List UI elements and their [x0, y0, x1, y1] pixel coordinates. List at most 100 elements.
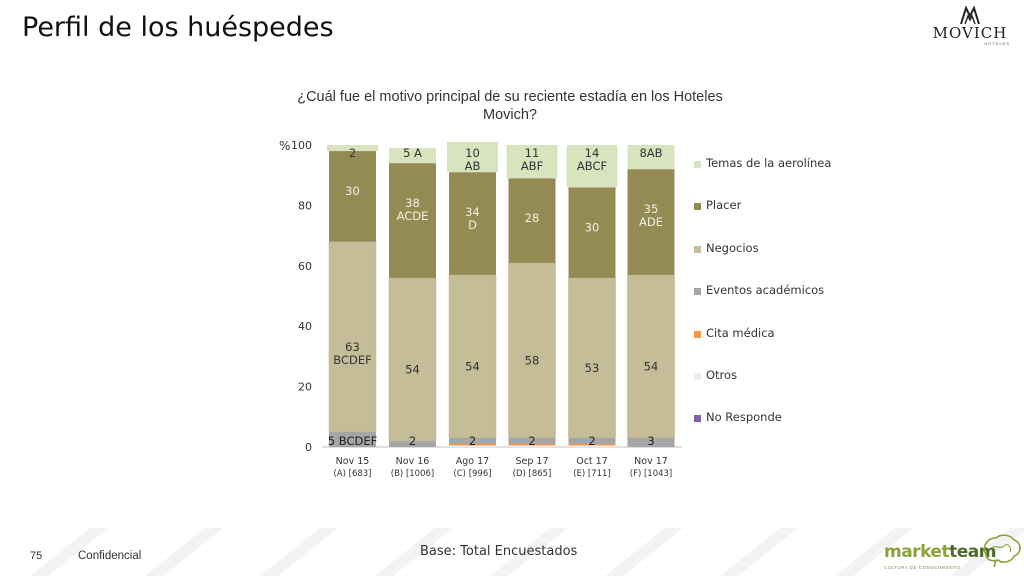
- legend-label: Eventos académicos: [706, 283, 825, 298]
- movich-logo-text: MOVICH: [932, 24, 1008, 42]
- legend-label: Temas de la aerolínea: [706, 156, 832, 170]
- data-labels: 5 BCDEF 63 BCDEF 30 2 2 54 38 ACDE 5 A 2 54 34 D 10 AB 2…: [328, 146, 663, 448]
- data-label-placer-oct-17: 30: [585, 220, 600, 234]
- bar-cita-medica-sep-17: [508, 443, 556, 446]
- bar-temas-de-la-aerolinea-nov-17: [627, 145, 675, 170]
- bar-temas-de-la-aerolinea-sep-17: [506, 145, 558, 179]
- legend-label: Negocios: [706, 240, 759, 255]
- decor-stripe: [260, 528, 338, 576]
- bar-eventos-academicos-nov-15: [329, 431, 376, 447]
- data-label-temas-de-la-aerolinea-nov-17: 8AB: [639, 146, 662, 160]
- bar-eventos-academicos-nov-16: [389, 440, 436, 447]
- decor-stripe: [720, 528, 798, 576]
- data-label-temas-de-la-aerolinea-nov-16: 5 A: [403, 146, 422, 160]
- y-axis-label: %: [279, 139, 290, 153]
- bar-otros-oct-17: [568, 445, 616, 447]
- data-label-temas-de-la-aerolinea-nov-15: 2: [349, 146, 356, 160]
- legend-swatch: [694, 245, 701, 253]
- y-tick-label: 60: [298, 260, 312, 273]
- bar-temas-de-la-aerolinea-nov-16: [389, 148, 436, 164]
- legend-swatch: [694, 288, 701, 296]
- y-tick-label: 0: [305, 441, 312, 454]
- data-label-negocios-nov-16: 54: [405, 362, 420, 376]
- x-tick-label: Nov 16: [396, 456, 430, 467]
- decor-stripe: [375, 528, 453, 576]
- data-label-negocios-ago-17: 54: [465, 359, 480, 373]
- bar-eventos-academicos-nov-17: [627, 437, 675, 447]
- data-label-eventos-academicos-ago-17: 2: [469, 434, 476, 448]
- y-tick-label: 40: [298, 320, 312, 333]
- bar-otros-ago-17: [449, 445, 496, 447]
- bar-negocios-nov-16: [388, 277, 437, 442]
- data-label-temas-de-la-aerolinea-oct-17: 14 ABCF: [577, 146, 607, 173]
- x-tick-sublabel: (B) [1006]: [391, 469, 434, 479]
- bar-cita-medica-ago-17: [449, 443, 496, 446]
- bar-temas-de-la-aerolinea-ago-17: [447, 141, 498, 173]
- data-label-negocios-nov-15: 63 BCDEF: [333, 340, 371, 367]
- x-tick-label: Nov 17: [634, 456, 668, 467]
- decor-stripe: [30, 528, 108, 576]
- x-tick-label: Oct 17: [576, 456, 608, 467]
- data-label-eventos-academicos-nov-15: 5 BCDEF: [328, 434, 377, 448]
- data-label-placer-sep-17: 28: [525, 211, 540, 225]
- movich-logo-mark-icon: [960, 5, 980, 25]
- bar-placer-nov-17: [627, 169, 675, 275]
- confidential-label: Confidencial: [78, 550, 142, 562]
- x-tick-sublabel: (F) [1043]: [630, 469, 673, 479]
- movich-logo: MOVICH HOTELES: [930, 4, 1010, 48]
- y-tick-label: 80: [298, 199, 312, 212]
- marketteam-tagline: CULTURA DE CONOCIMIENTO: [884, 565, 961, 570]
- page-number: 75: [30, 550, 43, 562]
- data-label-temas-de-la-aerolinea-ago-17: 10 AB: [465, 146, 481, 173]
- data-label-placer-nov-17: 35 ADE: [639, 202, 663, 229]
- legend-label: Cita médica: [706, 325, 775, 340]
- data-label-eventos-academicos-nov-17: 3: [647, 434, 654, 448]
- legend-label: No Responde: [706, 410, 782, 425]
- decor-stripe: [145, 528, 223, 576]
- x-tick-sublabel: (E) [711]: [573, 469, 611, 479]
- bar-temas-de-la-aerolinea-oct-17: [566, 145, 618, 188]
- x-tick-sublabel: (C) [996]: [453, 469, 491, 479]
- bar-placer-oct-17: [568, 187, 616, 278]
- bar-temas-de-la-aerolinea-nov-15: [327, 145, 378, 152]
- data-label-eventos-academicos-nov-16: 2: [409, 434, 416, 448]
- x-tick-sublabel: (A) [683]: [333, 469, 371, 479]
- x-tick-label: Ago 17: [456, 456, 489, 467]
- x-tick-label: Nov 15: [336, 456, 370, 467]
- data-label-placer-nov-15: 30: [345, 184, 360, 198]
- legend-swatch: [694, 415, 701, 423]
- decor-stripe: [835, 528, 913, 576]
- bar-negocios-oct-17: [568, 277, 616, 439]
- bar-eventos-academicos-sep-17: [508, 437, 556, 444]
- x-tick-sublabel: (D) [865]: [513, 469, 552, 479]
- data-label-temas-de-la-aerolinea-sep-17: 11 ABF: [521, 146, 543, 173]
- bar-negocios-nov-17: [627, 274, 675, 439]
- data-label-negocios-oct-17: 53: [585, 361, 600, 375]
- legend-swatch: [694, 203, 701, 211]
- legend-label: Otros: [706, 367, 738, 382]
- data-label-negocios-nov-17: 54: [644, 359, 659, 373]
- brain-icon: [983, 534, 1021, 568]
- decor-stripe: [490, 528, 568, 576]
- bar-negocios-ago-17: [448, 274, 497, 439]
- movich-logo-subtext: HOTELES: [984, 41, 1010, 46]
- legend-swatch: [694, 161, 701, 168]
- bar-eventos-academicos-ago-17: [449, 437, 496, 444]
- slide-title: Perfil de los huéspedes: [22, 12, 334, 43]
- data-label-eventos-academicos-sep-17: 2: [528, 434, 535, 448]
- legend-swatch: [694, 330, 701, 338]
- data-label-placer-ago-17: 34 D: [465, 205, 480, 232]
- data-label-placer-nov-16: 38 ACDE: [397, 196, 429, 223]
- background-decoration: [30, 528, 1024, 576]
- legend-swatch: [694, 372, 701, 380]
- bar-placer-nov-16: [389, 163, 436, 278]
- chart-title: ¿Cuál fue el motivo principal de su reci…: [297, 89, 723, 123]
- marketteam-logo-text-a: market: [884, 542, 950, 562]
- bars: [327, 141, 675, 447]
- bar-cita-medica-oct-17: [568, 443, 616, 446]
- decor-stripe: [950, 528, 1024, 576]
- bar-negocios-sep-17: [508, 262, 556, 439]
- y-axis: 0 20 40 60 80 100%: [279, 139, 682, 454]
- data-label-negocios-sep-17: 58: [525, 353, 540, 367]
